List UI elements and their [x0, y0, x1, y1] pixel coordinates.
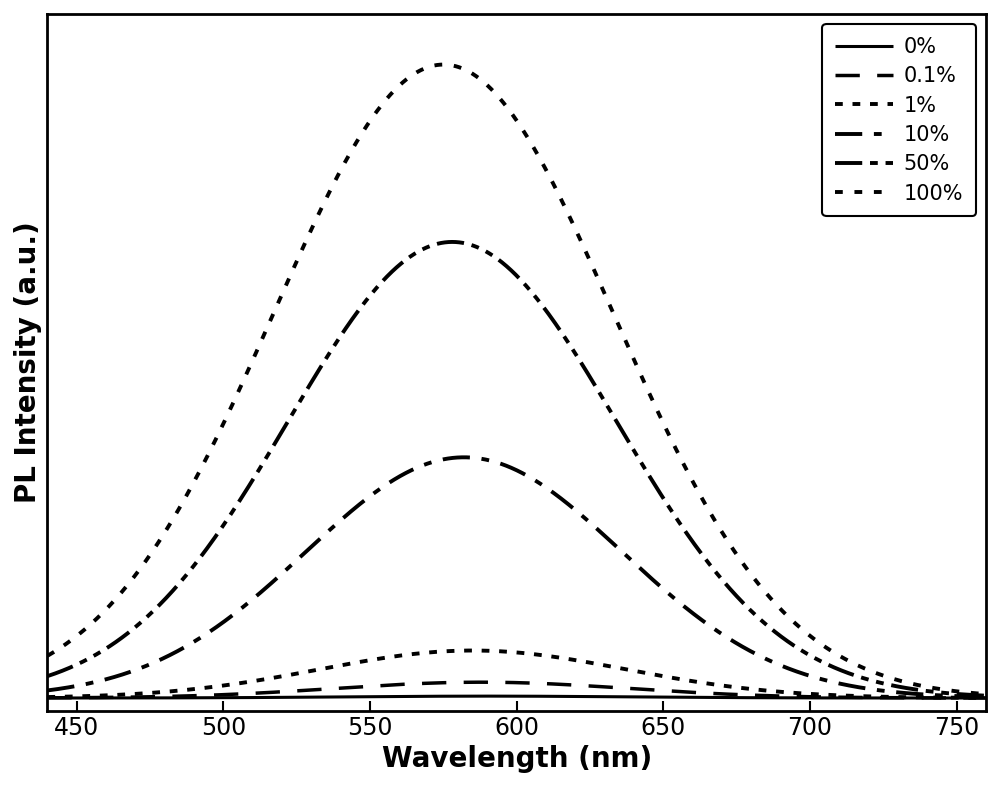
- 10%: [12, 689, 24, 698]
- 1%: [485, 646, 497, 656]
- 0%: [485, 692, 497, 701]
- 50%: [446, 237, 458, 246]
- 50%: [512, 272, 524, 282]
- 50%: [821, 660, 833, 669]
- 100%: [64, 636, 76, 645]
- Line: 1%: 1%: [18, 651, 1000, 698]
- 0%: [821, 693, 833, 703]
- 10%: [485, 456, 497, 465]
- 0%: [12, 693, 24, 703]
- 0.1%: [485, 678, 497, 687]
- 0.1%: [512, 678, 524, 687]
- 0.1%: [64, 693, 76, 703]
- X-axis label: Wavelength (nm): Wavelength (nm): [382, 745, 652, 773]
- Line: 50%: 50%: [18, 242, 1000, 697]
- 1%: [467, 646, 479, 656]
- 1%: [64, 692, 76, 701]
- 1%: [12, 693, 24, 702]
- 100%: [512, 117, 524, 127]
- 50%: [12, 679, 24, 689]
- 10%: [458, 453, 470, 462]
- 50%: [485, 249, 497, 259]
- 10%: [512, 466, 524, 475]
- 10%: [64, 682, 76, 692]
- 0.1%: [821, 693, 833, 702]
- 0%: [512, 692, 524, 701]
- 100%: [485, 83, 497, 93]
- Line: 100%: 100%: [18, 65, 1000, 696]
- 1%: [821, 690, 833, 700]
- 0.1%: [12, 693, 24, 703]
- 1%: [512, 648, 524, 657]
- 100%: [12, 666, 24, 675]
- Line: 0.1%: 0.1%: [18, 682, 1000, 698]
- Y-axis label: PL Intensity (a.u.): PL Intensity (a.u.): [14, 221, 42, 503]
- Line: 0%: 0%: [18, 696, 1000, 698]
- 0.1%: [475, 678, 487, 687]
- Line: 10%: 10%: [18, 457, 1000, 698]
- 0%: [482, 692, 494, 701]
- 10%: [821, 676, 833, 685]
- 50%: [64, 663, 76, 672]
- Legend: 0%, 0.1%, 1%, 10%, 50%, 100%: 0%, 0.1%, 1%, 10%, 50%, 100%: [822, 24, 976, 216]
- 0%: [64, 693, 76, 703]
- 100%: [821, 644, 833, 653]
- 100%: [437, 60, 449, 69]
